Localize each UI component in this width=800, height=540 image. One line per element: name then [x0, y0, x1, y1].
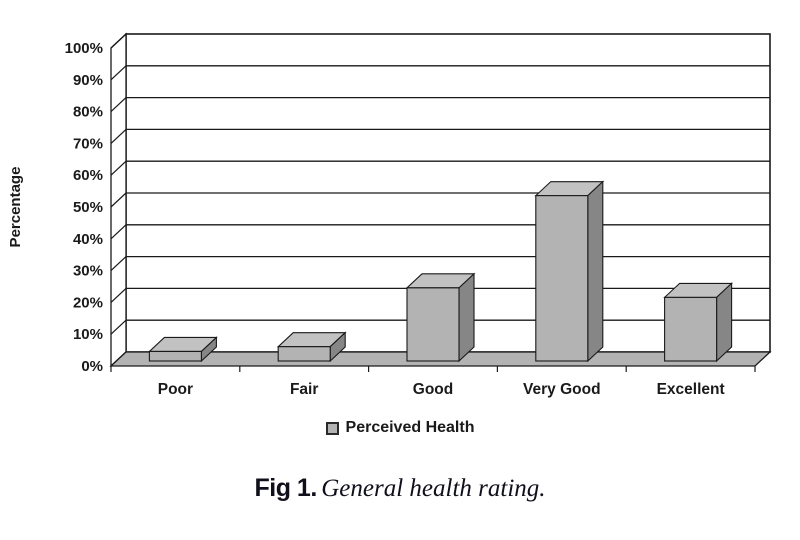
bar-side-very-good [587, 180, 604, 363]
y-tick-50 [110, 192, 127, 208]
bar-side-excellent [716, 282, 733, 363]
x-axis-label-excellent: Excellent [657, 381, 725, 398]
x-axis-label-fair: Fair [290, 381, 318, 398]
y-axis-label-0: 0% [81, 358, 103, 375]
y-axis-label-100: 100% [65, 40, 103, 57]
y-axis-label-70: 70% [73, 135, 103, 152]
health-rating-chart: 0% 10% 20% 30% 40% 50% 60% 70% 80% 90% 100% Percent… [7, 32, 772, 398]
y-axis-label-50: 50% [73, 199, 103, 216]
y-axis-label-90: 90% [73, 72, 103, 89]
y-axis-title: Percentage [7, 167, 24, 248]
bar-excellent [664, 296, 718, 362]
figure-number: Fig 1. [254, 474, 317, 502]
y-tick-90 [110, 65, 127, 81]
legend-swatch-icon [325, 421, 339, 435]
x-axis-label-poor: Poor [158, 381, 193, 398]
legend-label: Perceived Health [345, 419, 475, 436]
y-tick-10 [110, 319, 127, 335]
x-axis-label-very-good: Very Good [523, 381, 601, 398]
y-axis-label-30: 30% [73, 263, 103, 280]
y-tick-30 [110, 256, 127, 272]
bar-very-good [535, 195, 589, 362]
figure-caption: Fig 1. General health rating. [0, 474, 800, 503]
y-tick-60 [110, 160, 127, 176]
bar-side-good [458, 272, 475, 363]
y-axis-label-10: 10% [73, 326, 103, 343]
legend: Perceived Health [0, 419, 800, 437]
y-tick-100 [110, 33, 127, 49]
y-axis-label-40: 40% [73, 231, 103, 248]
figure-caption-text: General health rating. [321, 475, 546, 502]
y-axis-label-80: 80% [73, 104, 103, 121]
y-axis-label-60: 60% [73, 167, 103, 184]
y-tick-20 [110, 287, 127, 303]
bar-fair [277, 346, 331, 362]
bar-poor [148, 350, 202, 362]
bar-good [406, 287, 460, 362]
y-axis-label-20: 20% [73, 294, 103, 311]
y-tick-40 [110, 224, 127, 240]
x-axis-label-good: Good [413, 381, 453, 398]
y-tick-80 [110, 97, 127, 113]
y-tick-70 [110, 128, 127, 144]
